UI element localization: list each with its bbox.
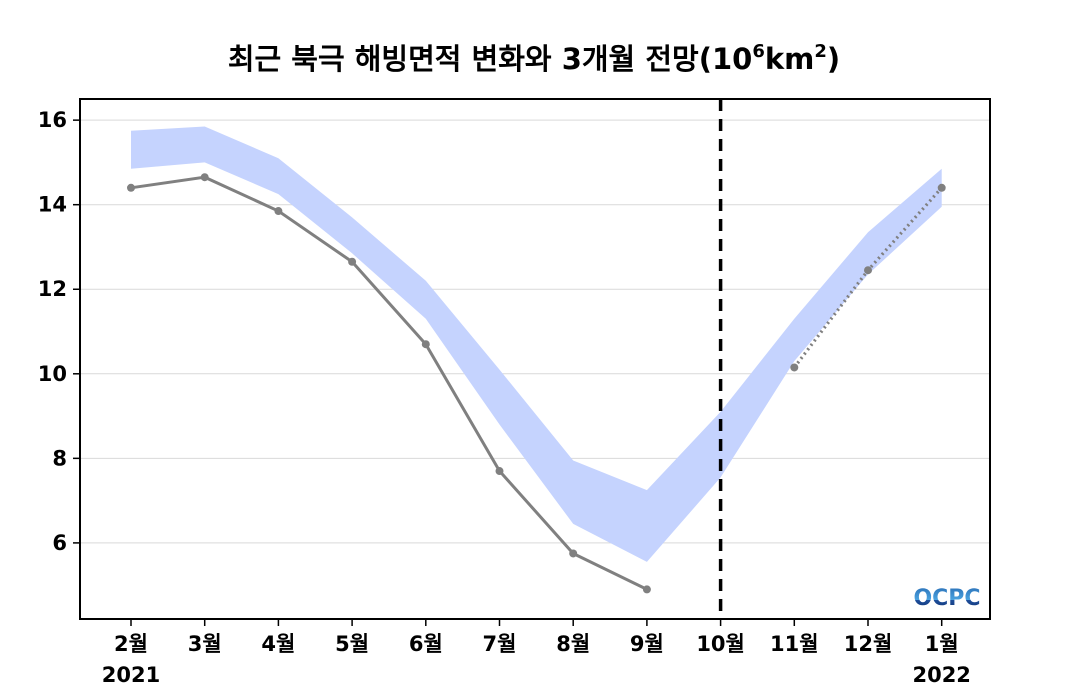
observed-point — [127, 183, 135, 192]
year-label: 2021 — [102, 663, 160, 687]
y-tick-label: 6 — [52, 531, 67, 555]
forecast-range-band — [131, 126, 942, 562]
y-tick-label: 16 — [38, 108, 67, 132]
x-tick-label: 8월 — [556, 632, 590, 656]
ocpc-logo: OCPC — [913, 586, 980, 611]
x-tick-label: 5월 — [335, 632, 369, 656]
title-text: 최근 북극 해빙면적 변화와 3개월 전망(10 — [228, 42, 752, 76]
observed-point — [200, 173, 209, 182]
x-tick-label: 3월 — [188, 632, 222, 656]
observed-point — [642, 585, 651, 594]
x-axis: 2월 3월 4월 5월 6월 7월 8월 9월 10월 11월 12월 1월 2021 2022 — [102, 619, 971, 687]
x-tick-label: 4월 — [261, 632, 295, 656]
year-label: 2022 — [912, 663, 970, 687]
logo-text: OCPC — [913, 586, 980, 611]
observed-point — [569, 549, 578, 558]
x-tick-label: 2월 — [114, 632, 148, 656]
y-tick-label: 12 — [38, 277, 67, 301]
title-exponent-2: 2 — [814, 41, 827, 62]
observed-series-line — [130, 175, 648, 591]
observed-point — [495, 467, 504, 476]
x-tick-label: 11월 — [770, 632, 819, 656]
x-tick-label: 12월 — [844, 632, 893, 656]
x-tick-label: 6월 — [409, 632, 443, 656]
y-tick-label: 8 — [52, 446, 67, 470]
observed-point — [421, 340, 430, 349]
title-end: ) — [827, 42, 840, 76]
grid-lines — [80, 119, 990, 544]
x-tick-label: 7월 — [483, 632, 517, 656]
title-unit: km — [765, 42, 815, 76]
chart-title: 최근 북극 해빙면적 변화와 3개월 전망(106km2) — [228, 41, 840, 76]
x-tick-label: 10월 — [696, 632, 745, 656]
forecast-point — [864, 266, 872, 275]
plot-frame — [79, 98, 991, 620]
observed-point — [348, 257, 357, 266]
forecast-point — [790, 363, 799, 372]
x-tick-label: 9월 — [630, 632, 664, 656]
forecast-point — [937, 183, 946, 192]
y-tick-label: 14 — [38, 193, 67, 217]
observed-point — [274, 207, 283, 216]
y-tick-label: 10 — [38, 362, 67, 386]
y-axis: 6 8 10 12 14 16 — [38, 108, 80, 555]
series-layer — [127, 173, 946, 594]
x-tick-label: 1월 — [925, 632, 959, 656]
title-exponent-1: 6 — [752, 41, 765, 62]
